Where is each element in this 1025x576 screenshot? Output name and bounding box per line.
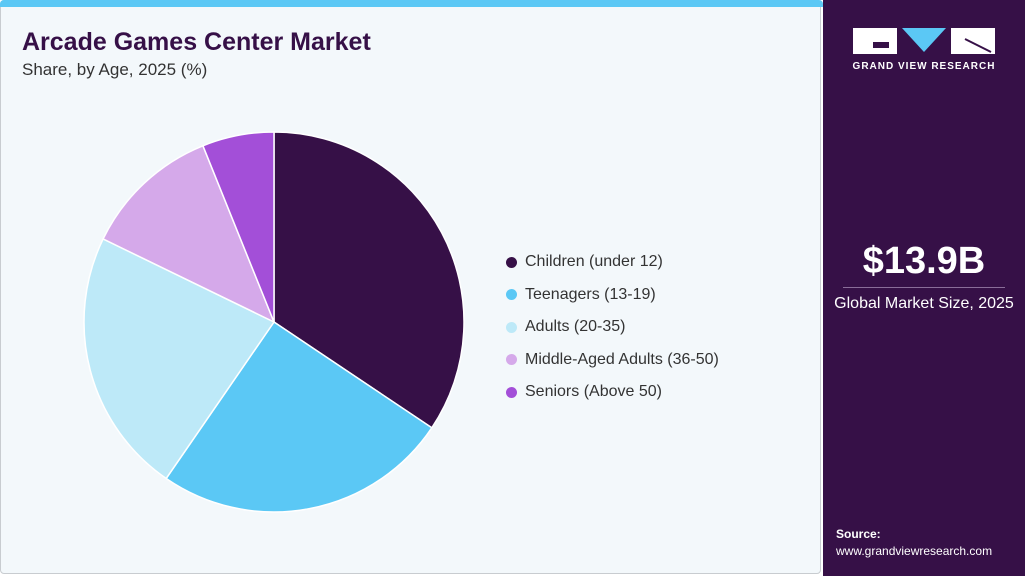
legend-marker bbox=[506, 289, 517, 301]
pie-slice-1 bbox=[165, 320, 433, 513]
chart-title: Arcade Games Center Market bbox=[22, 28, 371, 56]
sidebar: GRAND VIEW RESEARCH $13.9B Global Market… bbox=[823, 0, 1025, 576]
pie-slice-4 bbox=[201, 131, 275, 323]
logo-text: GRAND VIEW RESEARCH bbox=[852, 61, 996, 72]
legend-item: Seniors (Above 50) bbox=[506, 376, 719, 409]
pie-slice-3 bbox=[102, 144, 276, 324]
pie-slice-0 bbox=[273, 131, 465, 429]
source-url[interactable]: www.grandviewresearch.com bbox=[836, 544, 993, 558]
legend-label: Teenagers (13-19) bbox=[525, 285, 656, 303]
market-size-label: Global Market Size, 2025 bbox=[834, 295, 1014, 312]
legend-label: Adults (20-35) bbox=[525, 318, 626, 336]
pie-chart bbox=[83, 131, 465, 513]
accent-bar bbox=[0, 0, 823, 7]
legend-marker bbox=[506, 386, 517, 398]
legend-item: Teenagers (13-19) bbox=[506, 279, 719, 312]
legend-label: Children (under 12) bbox=[525, 253, 663, 271]
divider bbox=[843, 287, 1005, 288]
legend-marker bbox=[506, 321, 517, 333]
legend-label: Middle-Aged Adults (36-50) bbox=[525, 350, 719, 368]
legend-marker bbox=[506, 256, 517, 268]
legend: Children (under 12) Teenagers (13-19) Adul… bbox=[506, 246, 719, 409]
legend-item: Adults (20-35) bbox=[506, 311, 719, 344]
legend-marker bbox=[506, 354, 517, 366]
grand-view-research-logo bbox=[853, 28, 995, 54]
legend-item: Middle-Aged Adults (36-50) bbox=[506, 344, 719, 377]
source-label: Source: bbox=[836, 527, 881, 541]
pie-slice-2 bbox=[83, 237, 276, 480]
legend-item: Children (under 12) bbox=[506, 246, 719, 279]
market-size-value: $13.9B bbox=[862, 240, 986, 282]
legend-label: Seniors (Above 50) bbox=[525, 383, 662, 401]
source: Source: www.grandviewresearch.com bbox=[836, 526, 992, 560]
chart-subtitle: Share, by Age, 2025 (%) bbox=[22, 60, 208, 79]
